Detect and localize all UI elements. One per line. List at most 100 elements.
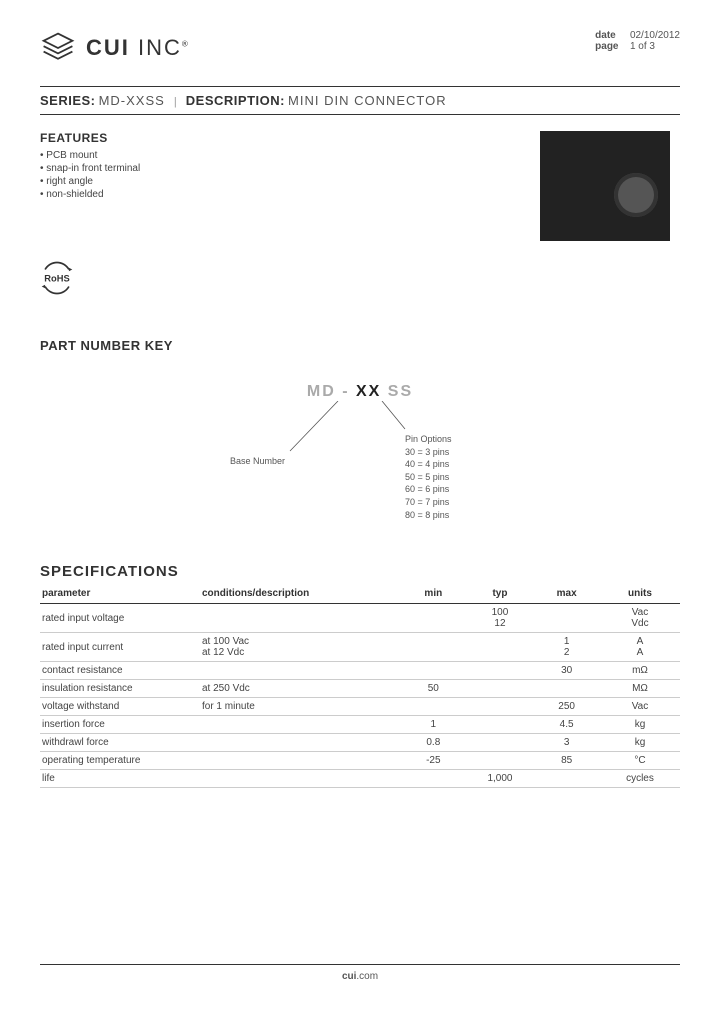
cell-param: insertion force xyxy=(40,716,200,734)
cell-typ xyxy=(467,752,534,770)
cell-cond xyxy=(200,716,400,734)
cell-min xyxy=(400,770,467,788)
date-label: date xyxy=(595,30,627,41)
cell-param: operating temperature xyxy=(40,752,200,770)
cell-min: -25 xyxy=(400,752,467,770)
cell-max: 85 xyxy=(533,752,600,770)
logo-icon xyxy=(40,30,76,66)
feature-item: right angle xyxy=(40,175,540,188)
series-label: SERIES: xyxy=(40,93,96,108)
specs-table: parameter conditions/description min typ… xyxy=(40,584,680,788)
key-right-line: 30 = 3 pins xyxy=(405,446,452,459)
cell-typ: 100 12 xyxy=(467,604,534,633)
cell-units: mΩ xyxy=(600,662,680,680)
cell-max: 4.5 xyxy=(533,716,600,734)
company-bold: CUI xyxy=(86,35,130,60)
cell-cond xyxy=(200,734,400,752)
cell-cond xyxy=(200,662,400,680)
cell-min xyxy=(400,604,467,633)
pk-dash: - xyxy=(336,383,356,400)
footer-bold: cui xyxy=(342,971,356,982)
page-value: 1 of 3 xyxy=(630,41,655,52)
table-row: rated input currentat 100 Vac at 12 Vdc 1… xyxy=(40,633,680,662)
cell-units: A A xyxy=(600,633,680,662)
page-label: page xyxy=(595,41,627,52)
specs-section: SPECIFICATIONS parameter conditions/desc… xyxy=(40,563,680,788)
product-image xyxy=(540,131,670,241)
table-row: voltage withstandfor 1 minute250Vac xyxy=(40,698,680,716)
th-max: max xyxy=(533,584,600,604)
cell-min xyxy=(400,633,467,662)
cell-typ xyxy=(467,662,534,680)
cell-param: contact resistance xyxy=(40,662,200,680)
table-row: rated input voltage 100 12 Vac Vdc xyxy=(40,604,680,633)
cell-units: °C xyxy=(600,752,680,770)
cell-units: Vac Vdc xyxy=(600,604,680,633)
cell-max: 250 xyxy=(533,698,600,716)
cell-units: Vac xyxy=(600,698,680,716)
cell-cond xyxy=(200,770,400,788)
feature-item: non-shielded xyxy=(40,188,540,201)
logo-area: CUI INC® xyxy=(40,30,190,66)
pk-p1: MD xyxy=(307,383,336,400)
footer: cui.com xyxy=(40,964,680,982)
cell-param: life xyxy=(40,770,200,788)
table-row: contact resistance 30mΩ xyxy=(40,662,680,680)
th-typ: typ xyxy=(467,584,534,604)
features-list: PCB mount snap-in front terminal right a… xyxy=(40,149,540,201)
table-row: insulation resistanceat 250 Vdc50MΩ xyxy=(40,680,680,698)
cell-max: 3 xyxy=(533,734,600,752)
cell-typ xyxy=(467,734,534,752)
cell-typ xyxy=(467,698,534,716)
cell-param: withdrawl force xyxy=(40,734,200,752)
cell-units: cycles xyxy=(600,770,680,788)
features-section: FEATURES PCB mount snap-in front termina… xyxy=(40,131,680,241)
cell-cond xyxy=(200,604,400,633)
cell-min xyxy=(400,698,467,716)
cell-units: kg xyxy=(600,716,680,734)
table-row: insertion force 1 4.5kg xyxy=(40,716,680,734)
cell-min xyxy=(400,662,467,680)
cell-max xyxy=(533,604,600,633)
cell-param: rated input current xyxy=(40,633,200,662)
company-light: INC xyxy=(130,35,182,60)
header-row: CUI INC® date 02/10/2012 page 1 of 3 xyxy=(40,30,680,66)
cell-units: kg xyxy=(600,734,680,752)
table-row: life 1,000 cycles xyxy=(40,770,680,788)
key-right-line: 80 = 8 pins xyxy=(405,509,452,522)
cell-max: 1 2 xyxy=(533,633,600,662)
pk-p2: XX xyxy=(356,383,381,400)
cell-min: 1 xyxy=(400,716,467,734)
cell-param: rated input voltage xyxy=(40,604,200,633)
cell-max xyxy=(533,680,600,698)
desc-label: DESCRIPTION: xyxy=(186,93,285,108)
cell-max: 30 xyxy=(533,662,600,680)
cell-min: 0.8 xyxy=(400,734,467,752)
key-right-title: Pin Options xyxy=(405,433,452,446)
cell-typ: 1,000 xyxy=(467,770,534,788)
svg-text:RoHS: RoHS xyxy=(44,273,69,283)
table-row: withdrawl force 0.8 3kg xyxy=(40,734,680,752)
footer-rest: .com xyxy=(356,971,378,982)
table-row: operating temperature -25 85°C xyxy=(40,752,680,770)
cell-cond: at 100 Vac at 12 Vdc xyxy=(200,633,400,662)
key-right-line: 50 = 5 pins xyxy=(405,471,452,484)
key-right-label: Pin Options 30 = 3 pins 40 = 4 pins 50 =… xyxy=(405,433,452,521)
key-left-label: Base Number xyxy=(230,456,285,466)
part-key-section: PART NUMBER KEY MD - XX SS Base Number P… xyxy=(40,338,680,533)
cell-param: voltage withstand xyxy=(40,698,200,716)
cell-typ xyxy=(467,680,534,698)
series-row: SERIES: MD-XXSS | DESCRIPTION: MINI DIN … xyxy=(40,86,680,115)
key-right-line: 40 = 4 pins xyxy=(405,458,452,471)
cell-cond xyxy=(200,752,400,770)
cell-typ xyxy=(467,716,534,734)
series-value: MD-XXSS xyxy=(99,93,165,108)
cell-cond: at 250 Vdc xyxy=(200,680,400,698)
cell-min: 50 xyxy=(400,680,467,698)
th-min: min xyxy=(400,584,467,604)
part-key-title: PART NUMBER KEY xyxy=(40,338,680,353)
cell-typ xyxy=(467,633,534,662)
feature-item: PCB mount xyxy=(40,149,540,162)
cell-param: insulation resistance xyxy=(40,680,200,698)
desc-value: MINI DIN CONNECTOR xyxy=(288,93,447,108)
